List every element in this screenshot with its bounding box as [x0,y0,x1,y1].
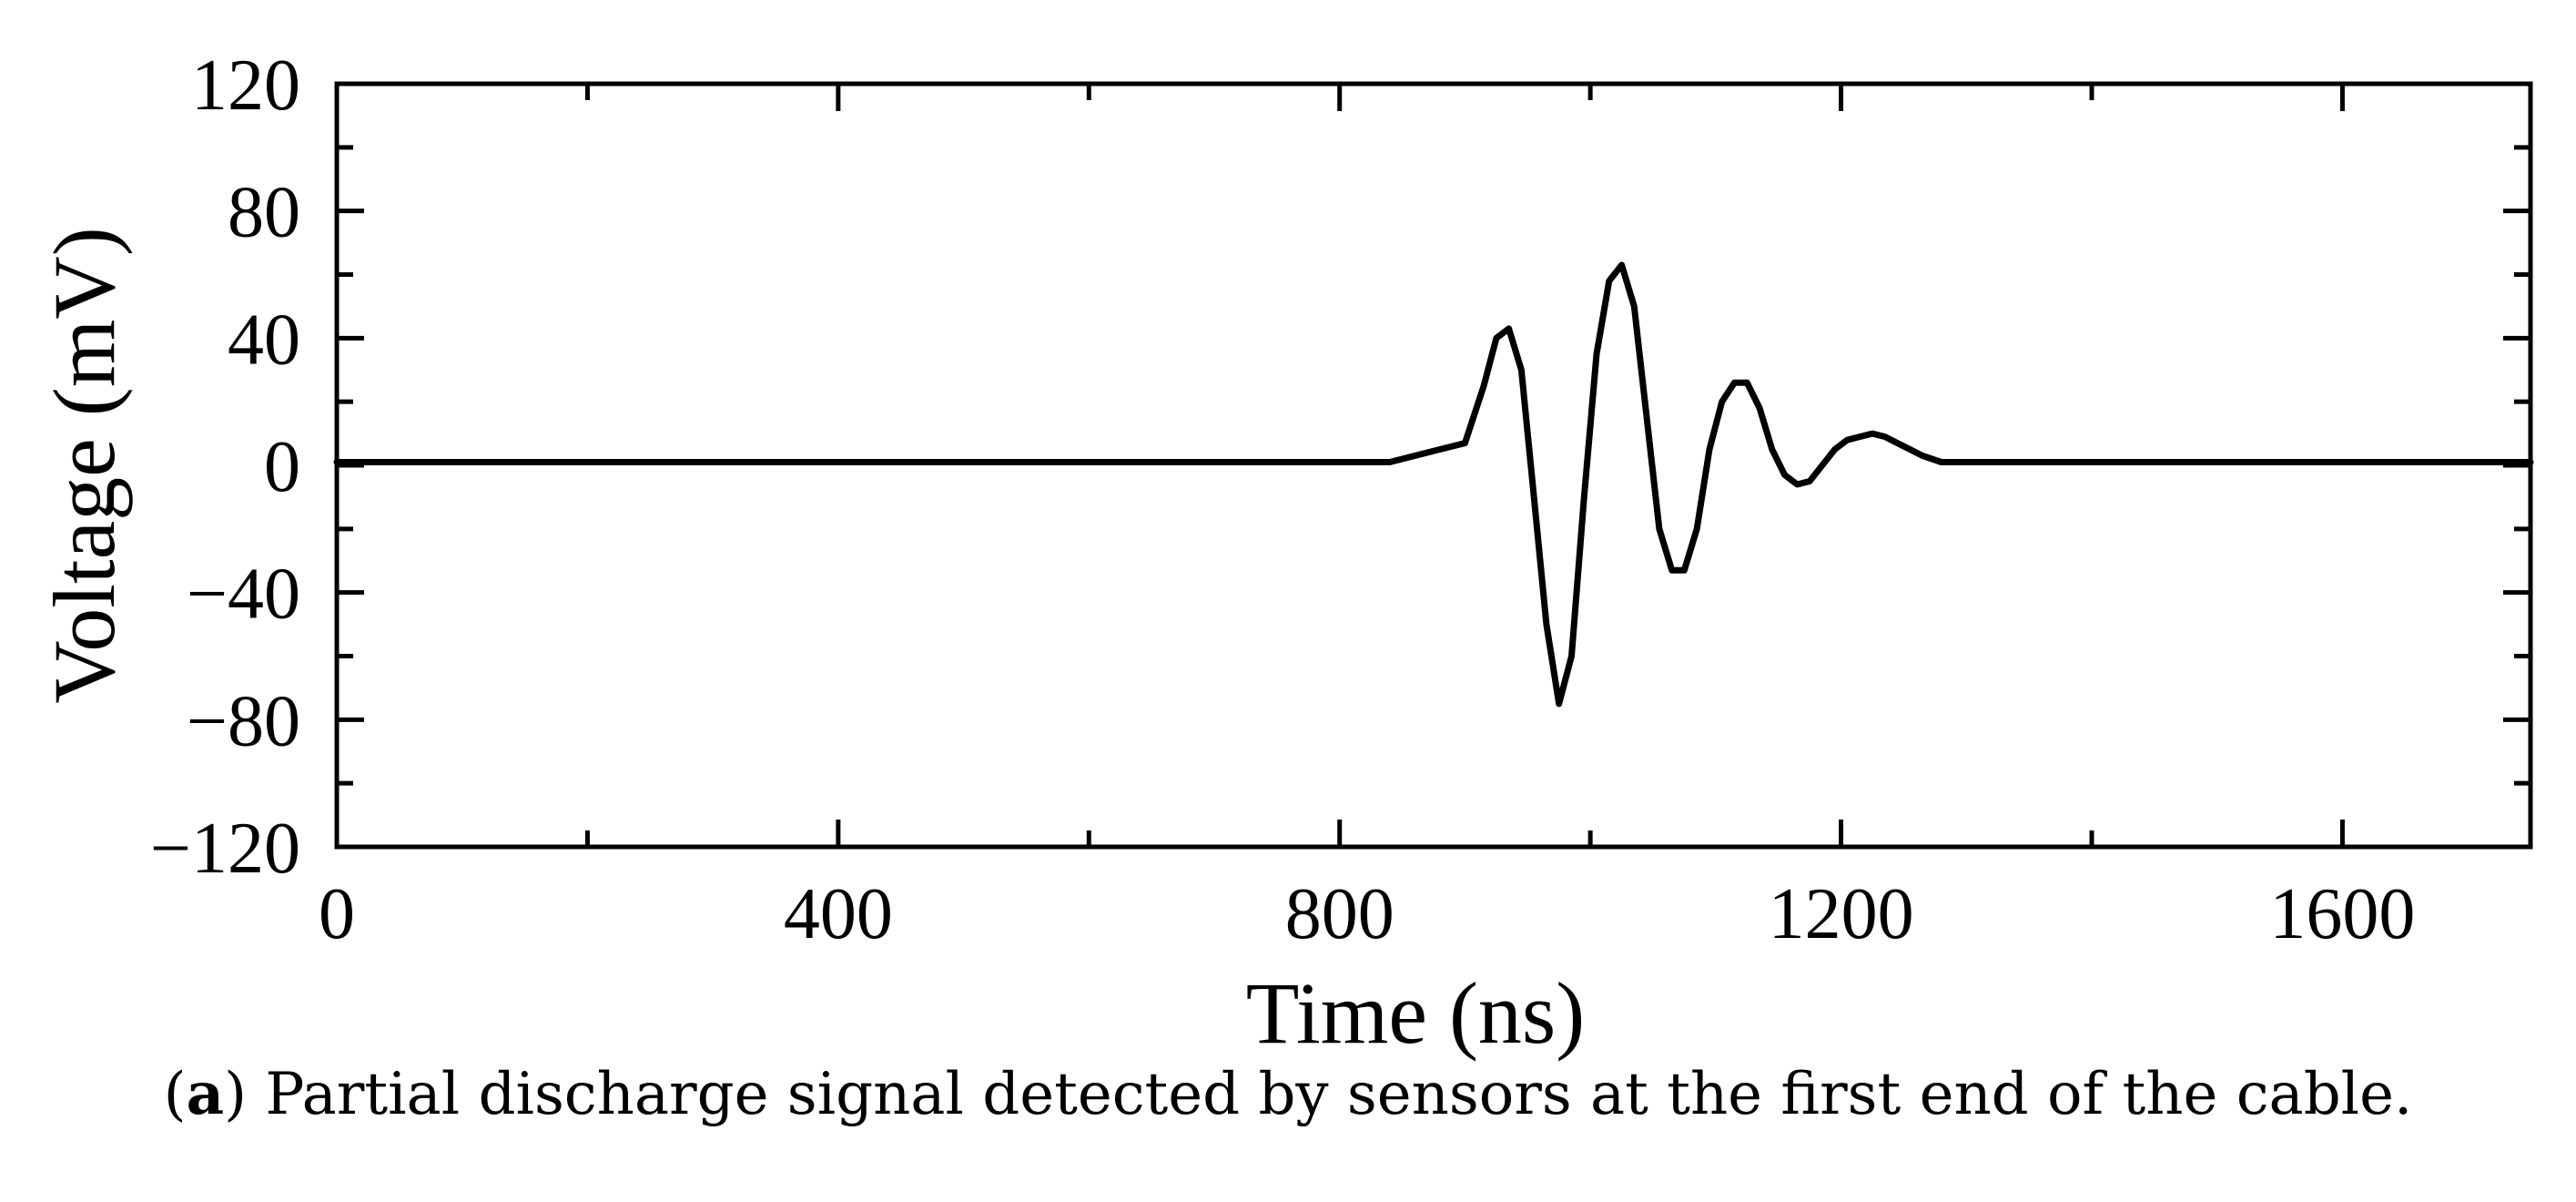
y-tick-label: −40 [187,555,300,635]
y-tick-label: −120 [150,809,300,889]
plot-frame [334,81,2533,850]
figure-caption-label: a [186,1060,225,1128]
x-axis-title: Time (ns) [1246,964,1586,1062]
figure-caption: (a) Partial discharge signal detected by… [163,1060,2413,1128]
voltage-signal-line [333,261,2534,708]
y-tick-label: 80 [228,173,300,253]
x-tick-label: 0 [319,874,355,954]
y-tick-label: 120 [191,46,300,126]
y-tick-label: −80 [187,681,300,761]
y-tick-label: 40 [228,300,300,380]
axis-tick-labels: 0 400 800 1200 1600 −120 −80 −40 0 40 80 120 [150,46,2416,954]
y-axis-title: Voltage (mV) [35,227,133,703]
figure-caption-text: Partial discharge signal detected by sen… [247,1061,2413,1128]
x-tick-label: 400 [784,874,893,954]
x-tick-label: 1200 [1769,874,1914,954]
x-tick-label: 800 [1285,874,1394,954]
x-tick-label: 1600 [2269,874,2415,954]
y-tick-label: 0 [264,427,300,507]
